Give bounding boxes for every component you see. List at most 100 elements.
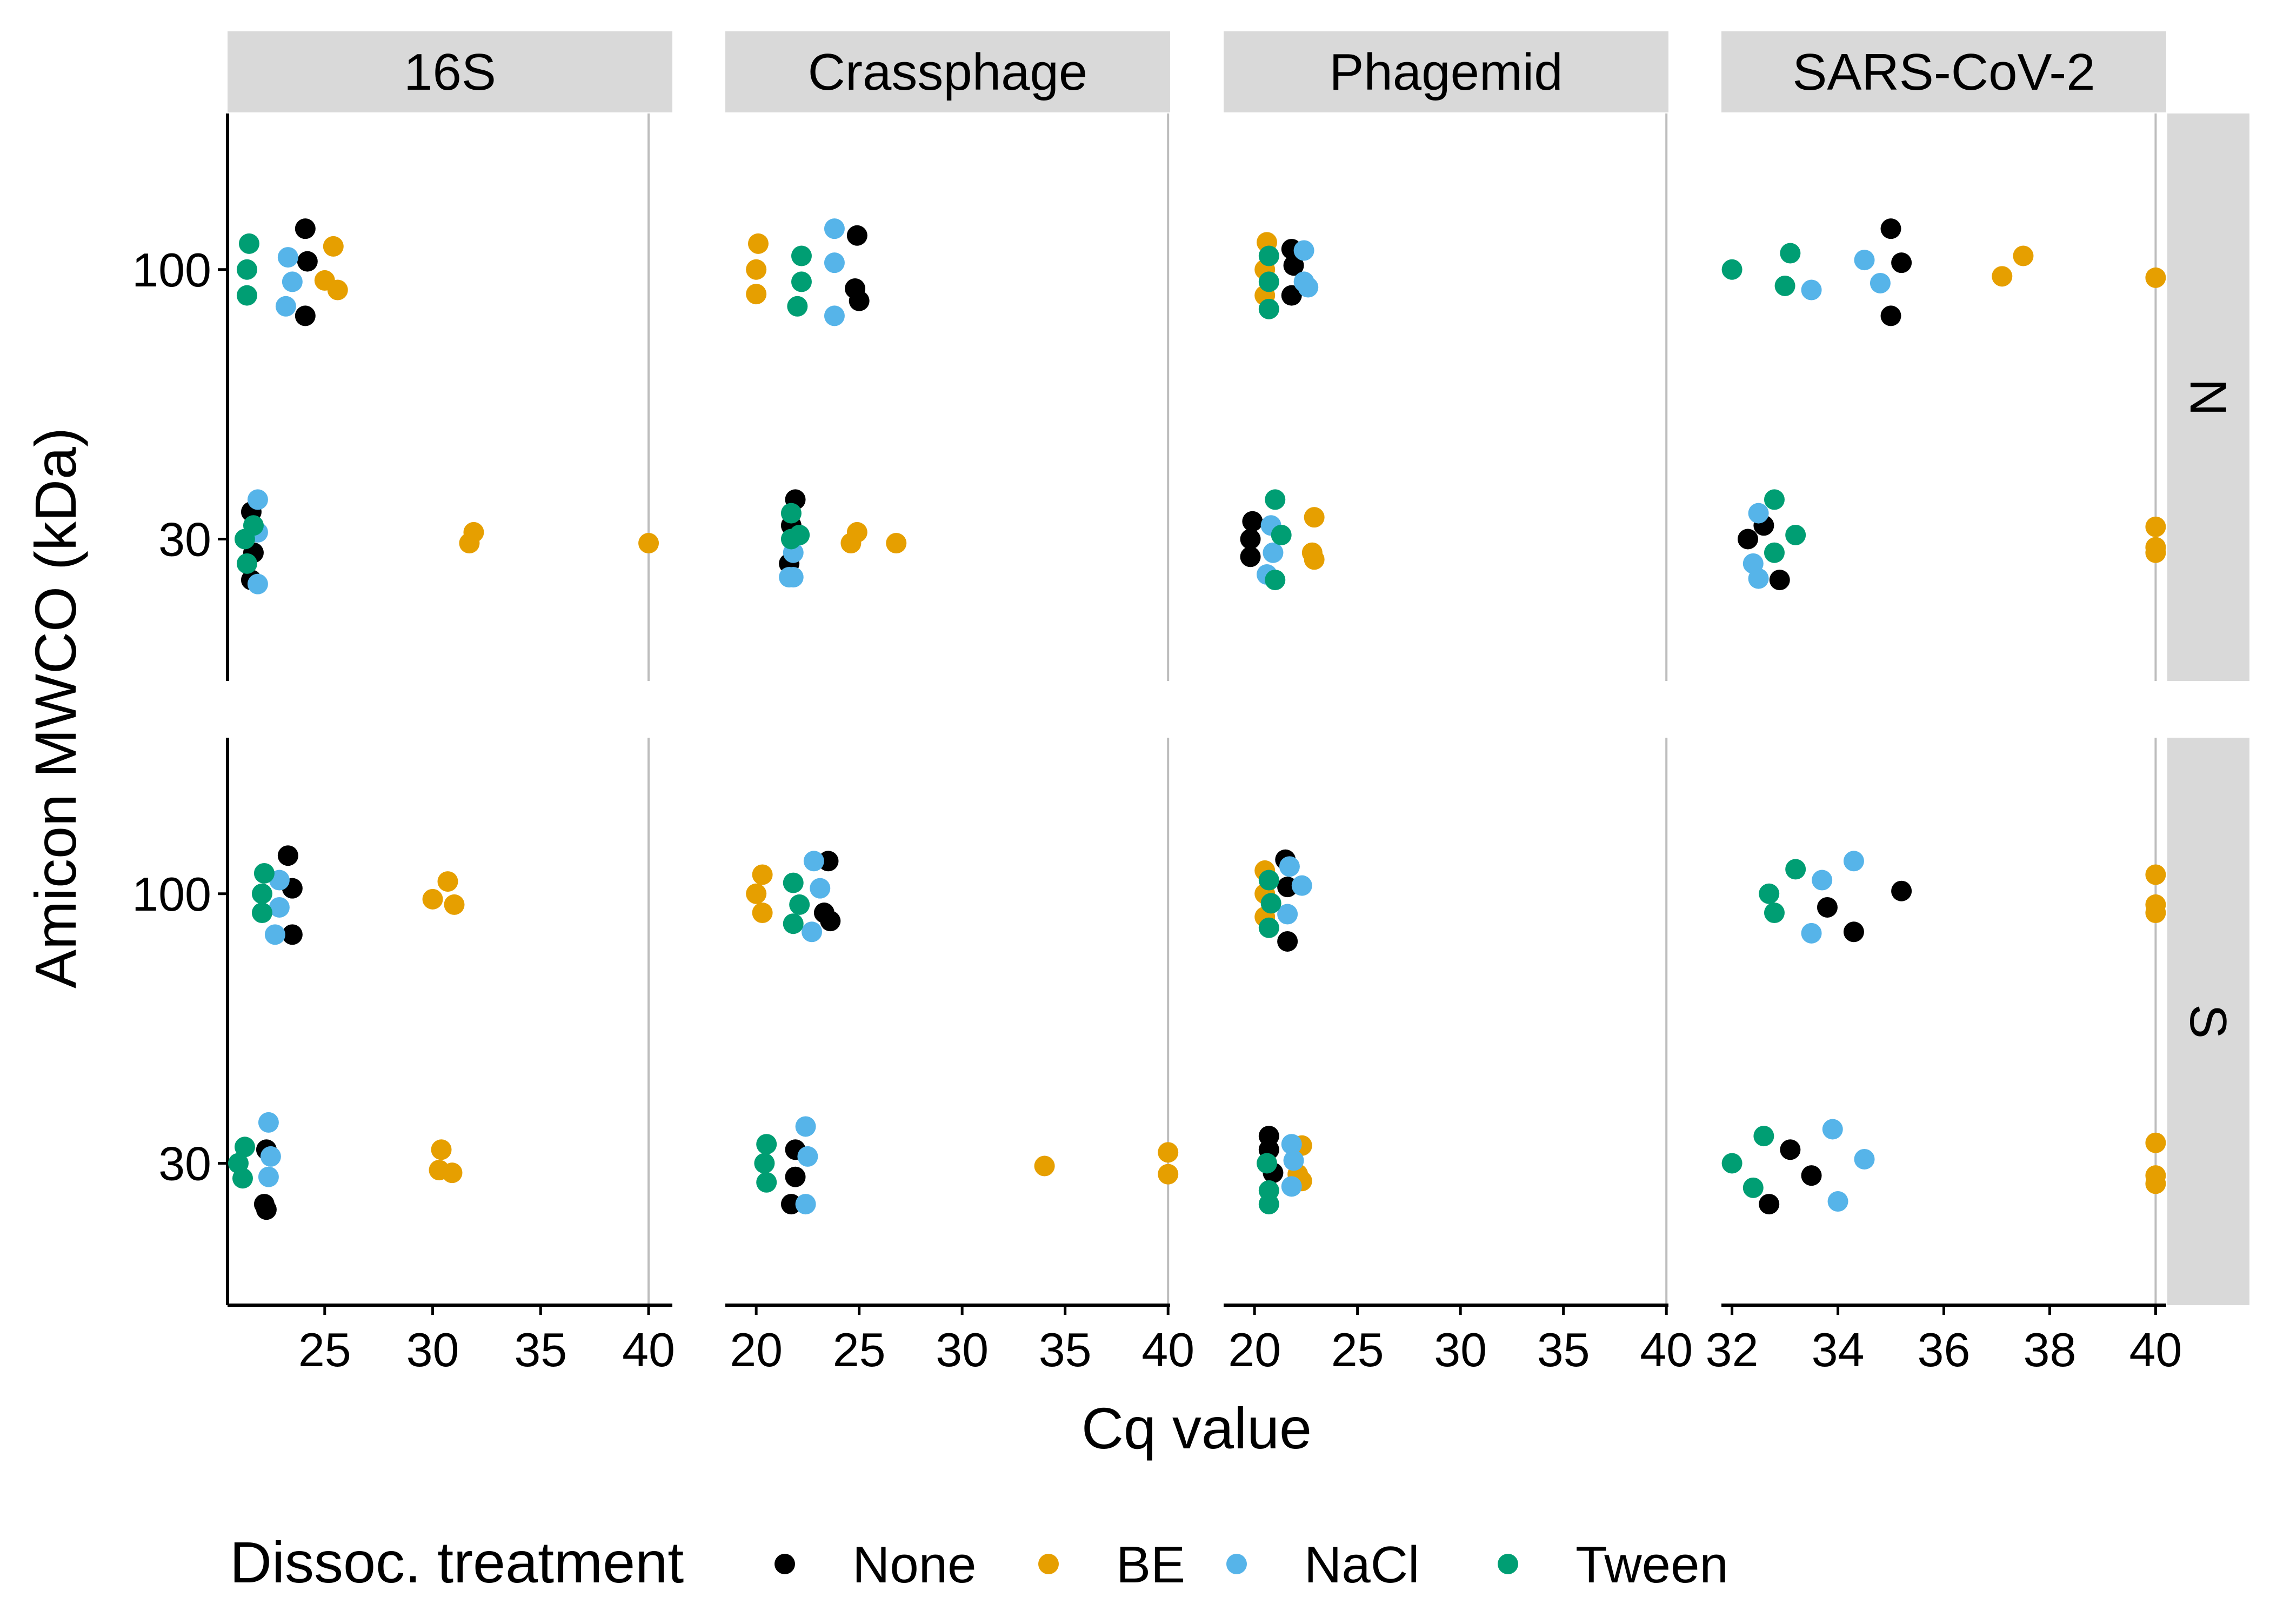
point-crassphage-s-tween-23 xyxy=(756,1172,777,1193)
point-crassphage-s-tween-22 xyxy=(754,1153,775,1174)
panel-phagemid-s: 20 25 30 35 40 xyxy=(1224,738,1693,1376)
point-crassphage-n-nacl-13 xyxy=(824,252,845,273)
panel-sars-cov-2-s: 32 34 36 38 40 xyxy=(1706,738,2182,1376)
point-crassphage-n-tween-21 xyxy=(780,503,802,524)
point-phagemid-s-none-2 xyxy=(1277,931,1298,952)
point-16s-n-be-11 xyxy=(638,533,659,554)
point-sars-cov-2-s-be-11 xyxy=(2145,1173,2166,1194)
point-crassphage-n-tween-19 xyxy=(791,271,812,292)
panel-phagemid-n xyxy=(1240,113,1668,681)
legend-key-none xyxy=(775,1554,795,1574)
x-tick-label-16s-40: 40 xyxy=(622,1323,675,1376)
point-16s-s-none-5 xyxy=(256,1199,277,1220)
point-phagemid-n-be-9 xyxy=(1304,507,1325,528)
point-phagemid-s-nacl-13 xyxy=(1291,875,1312,896)
y-tick-label-n-100: 100 xyxy=(132,243,211,297)
x-tick-label-sars-cov-2-36: 36 xyxy=(1918,1323,1971,1376)
point-sars-cov-2-n-none-5 xyxy=(1769,570,1790,591)
point-phagemid-n-nacl-12 xyxy=(1293,240,1314,261)
row-strip-bg-s xyxy=(2167,738,2249,1305)
point-sars-cov-2-s-none-1 xyxy=(1817,897,1838,918)
point-crassphage-n-nacl-14 xyxy=(824,305,845,326)
strip-bg-crassphage xyxy=(725,31,1170,112)
point-16s-n-none-0 xyxy=(295,218,316,239)
point-crassphage-n-none-2 xyxy=(849,290,870,311)
point-16s-s-nacl-13 xyxy=(269,897,290,918)
point-crassphage-s-nacl-13 xyxy=(810,878,831,899)
panel-crassphage-s: 20 25 30 35 40 xyxy=(725,738,1194,1376)
legend-key-nacl xyxy=(1226,1554,1247,1574)
point-phagemid-n-be-11 xyxy=(1304,549,1325,570)
point-phagemid-n-none-1 xyxy=(1283,255,1304,276)
strip-label-sars-cov-2: SARS-CoV-2 xyxy=(1792,43,2095,101)
x-tick-label-phagemid-40: 40 xyxy=(1640,1323,1693,1376)
x-tick-label-sars-cov-2-32: 32 xyxy=(1706,1323,1759,1376)
point-crassphage-n-be-6 xyxy=(747,233,769,254)
strip-sars-cov-2: SARS-CoV-2 xyxy=(1721,31,2166,112)
point-sars-cov-2-s-tween-22 xyxy=(1721,1153,1742,1174)
point-sars-cov-2-s-nacl-12 xyxy=(1843,851,1864,872)
point-16s-n-nacl-12 xyxy=(277,247,298,268)
point-16s-n-tween-20 xyxy=(236,285,257,306)
point-crassphage-n-be-11 xyxy=(886,533,907,554)
row-strip-bg-n xyxy=(2167,113,2249,681)
x-tick-label-crassphage-20: 20 xyxy=(730,1323,783,1376)
x-tick-label-phagemid-30: 30 xyxy=(1434,1323,1487,1376)
point-sars-cov-2-s-none-5 xyxy=(1759,1194,1780,1215)
point-sars-cov-2-n-be-6 xyxy=(2013,245,2034,266)
point-sars-cov-2-n-nacl-14 xyxy=(1801,279,1822,300)
point-phagemid-s-nacl-12 xyxy=(1279,856,1300,877)
point-16s-s-be-8 xyxy=(444,894,465,915)
x-tick-label-phagemid-35: 35 xyxy=(1537,1323,1590,1376)
strip-bg-phagemid xyxy=(1224,31,1668,112)
point-phagemid-n-tween-23 xyxy=(1265,570,1286,591)
point-16s-s-be-6 xyxy=(437,871,458,892)
point-phagemid-n-nacl-14 xyxy=(1298,277,1319,298)
point-crassphage-n-none-0 xyxy=(846,225,867,246)
point-crassphage-n-nacl-12 xyxy=(824,218,845,239)
point-16s-s-tween-23 xyxy=(232,1168,253,1189)
point-phagemid-n-none-4 xyxy=(1240,529,1261,550)
point-16s-n-nacl-17 xyxy=(247,573,268,594)
point-sars-cov-2-n-nacl-12 xyxy=(1854,250,1875,271)
panel-crassphage-n xyxy=(746,113,1170,681)
point-sars-cov-2-s-be-9 xyxy=(2145,1132,2166,1153)
x-tick-label-16s-25: 25 xyxy=(298,1323,351,1376)
point-sars-cov-2-n-tween-21 xyxy=(1764,489,1785,510)
point-phagemid-s-tween-21 xyxy=(1257,1153,1278,1174)
point-phagemid-s-nacl-17 xyxy=(1281,1176,1302,1197)
point-sars-cov-2-n-nacl-13 xyxy=(1870,272,1891,293)
point-16s-n-nacl-13 xyxy=(282,271,303,292)
strip-crassphage: Crassphage xyxy=(725,31,1170,112)
point-sars-cov-2-s-tween-18 xyxy=(1785,859,1806,880)
point-16s-s-tween-19 xyxy=(251,883,272,904)
legend-label-be: BE xyxy=(1116,1536,1185,1594)
y-tick-label-s-100: 100 xyxy=(132,867,211,921)
point-crassphage-s-be-10 xyxy=(1034,1155,1055,1177)
strip-label-crassphage: Crassphage xyxy=(808,43,1088,101)
x-tick-label-sars-cov-2-38: 38 xyxy=(2024,1323,2077,1376)
point-16s-s-be-9 xyxy=(431,1139,452,1160)
panel-16s-s: 30 100 25 30 35 40 xyxy=(132,738,675,1376)
point-phagemid-s-nacl-16 xyxy=(1283,1150,1304,1171)
point-sars-cov-2-s-tween-19 xyxy=(1759,883,1780,904)
point-sars-cov-2-n-be-11 xyxy=(2145,542,2166,563)
point-16s-n-be-6 xyxy=(323,236,344,257)
point-phagemid-n-tween-19 xyxy=(1258,271,1279,292)
point-sars-cov-2-s-nacl-14 xyxy=(1801,923,1822,944)
point-phagemid-s-tween-18 xyxy=(1258,870,1279,891)
point-16s-s-be-7 xyxy=(422,888,443,910)
point-crassphage-s-tween-19 xyxy=(789,894,810,915)
x-axis-title: Cq value xyxy=(1081,1395,1312,1461)
point-16s-n-tween-22 xyxy=(234,529,255,550)
point-sars-cov-2-s-tween-23 xyxy=(1742,1177,1764,1198)
x-tick-label-phagemid-25: 25 xyxy=(1331,1323,1384,1376)
point-sars-cov-2-n-tween-18 xyxy=(1780,243,1801,264)
legend: Dissoc. treatment None BE NaCl Tween xyxy=(230,1529,1728,1595)
x-tick-label-crassphage-40: 40 xyxy=(1141,1323,1194,1376)
x-tick-label-phagemid-20: 20 xyxy=(1228,1323,1281,1376)
point-16s-s-nacl-15 xyxy=(258,1112,279,1133)
point-sars-cov-2-s-be-6 xyxy=(2145,864,2166,885)
